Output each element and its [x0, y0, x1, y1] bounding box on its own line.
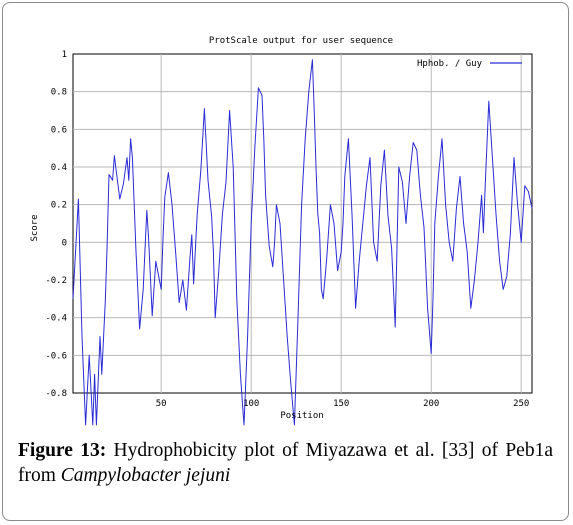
y-tick-label: 0.2 — [51, 201, 67, 211]
chart: ProtScale output for user sequence -0.8-… — [30, 36, 533, 426]
series-line — [72, 59, 533, 426]
x-tick-label: 250 — [513, 399, 529, 409]
y-axis-ticks: -0.8 -0.6 -0.4 -0.2 0 0.2 0.4 0.6 0.8 1 — [45, 50, 67, 399]
x-axis-ticks: 50 100 150 200 250 — [156, 399, 530, 409]
legend-label: Hphob. / Guy — [417, 59, 483, 69]
y-tick-label: 0.4 — [51, 163, 67, 173]
x-tick-label: 100 — [243, 399, 259, 409]
series-layer — [72, 59, 533, 426]
caption-organism: Campylobacter jejuni — [60, 465, 231, 486]
y-tick-label: -0.6 — [45, 351, 67, 361]
y-tick-label: -0.8 — [45, 389, 67, 399]
y-axis-label: Score — [30, 214, 40, 241]
x-axis-label: Position — [280, 411, 323, 421]
y-tick-label: 1 — [62, 50, 67, 60]
legend: Hphob. / Guy — [417, 59, 522, 69]
x-tick-label: 200 — [423, 399, 439, 409]
y-tick-label: 0 — [62, 238, 67, 248]
chart-title: ProtScale output for user sequence — [209, 36, 393, 46]
y-tick-label: 0.6 — [51, 125, 67, 135]
x-tick-label: 50 — [156, 399, 167, 409]
y-tick-label: 0.8 — [51, 88, 67, 98]
caption-text: Hydrophobicity plot of Miyazawa et al. [… — [18, 440, 553, 486]
y-tick-label: -0.2 — [45, 276, 67, 286]
figure-caption: Figure 13: Hydrophobicity plot of Miyaza… — [18, 438, 553, 488]
caption-label: Figure 13: — [18, 440, 107, 461]
y-tick-label: -0.4 — [45, 314, 67, 324]
x-tick-label: 150 — [333, 399, 349, 409]
